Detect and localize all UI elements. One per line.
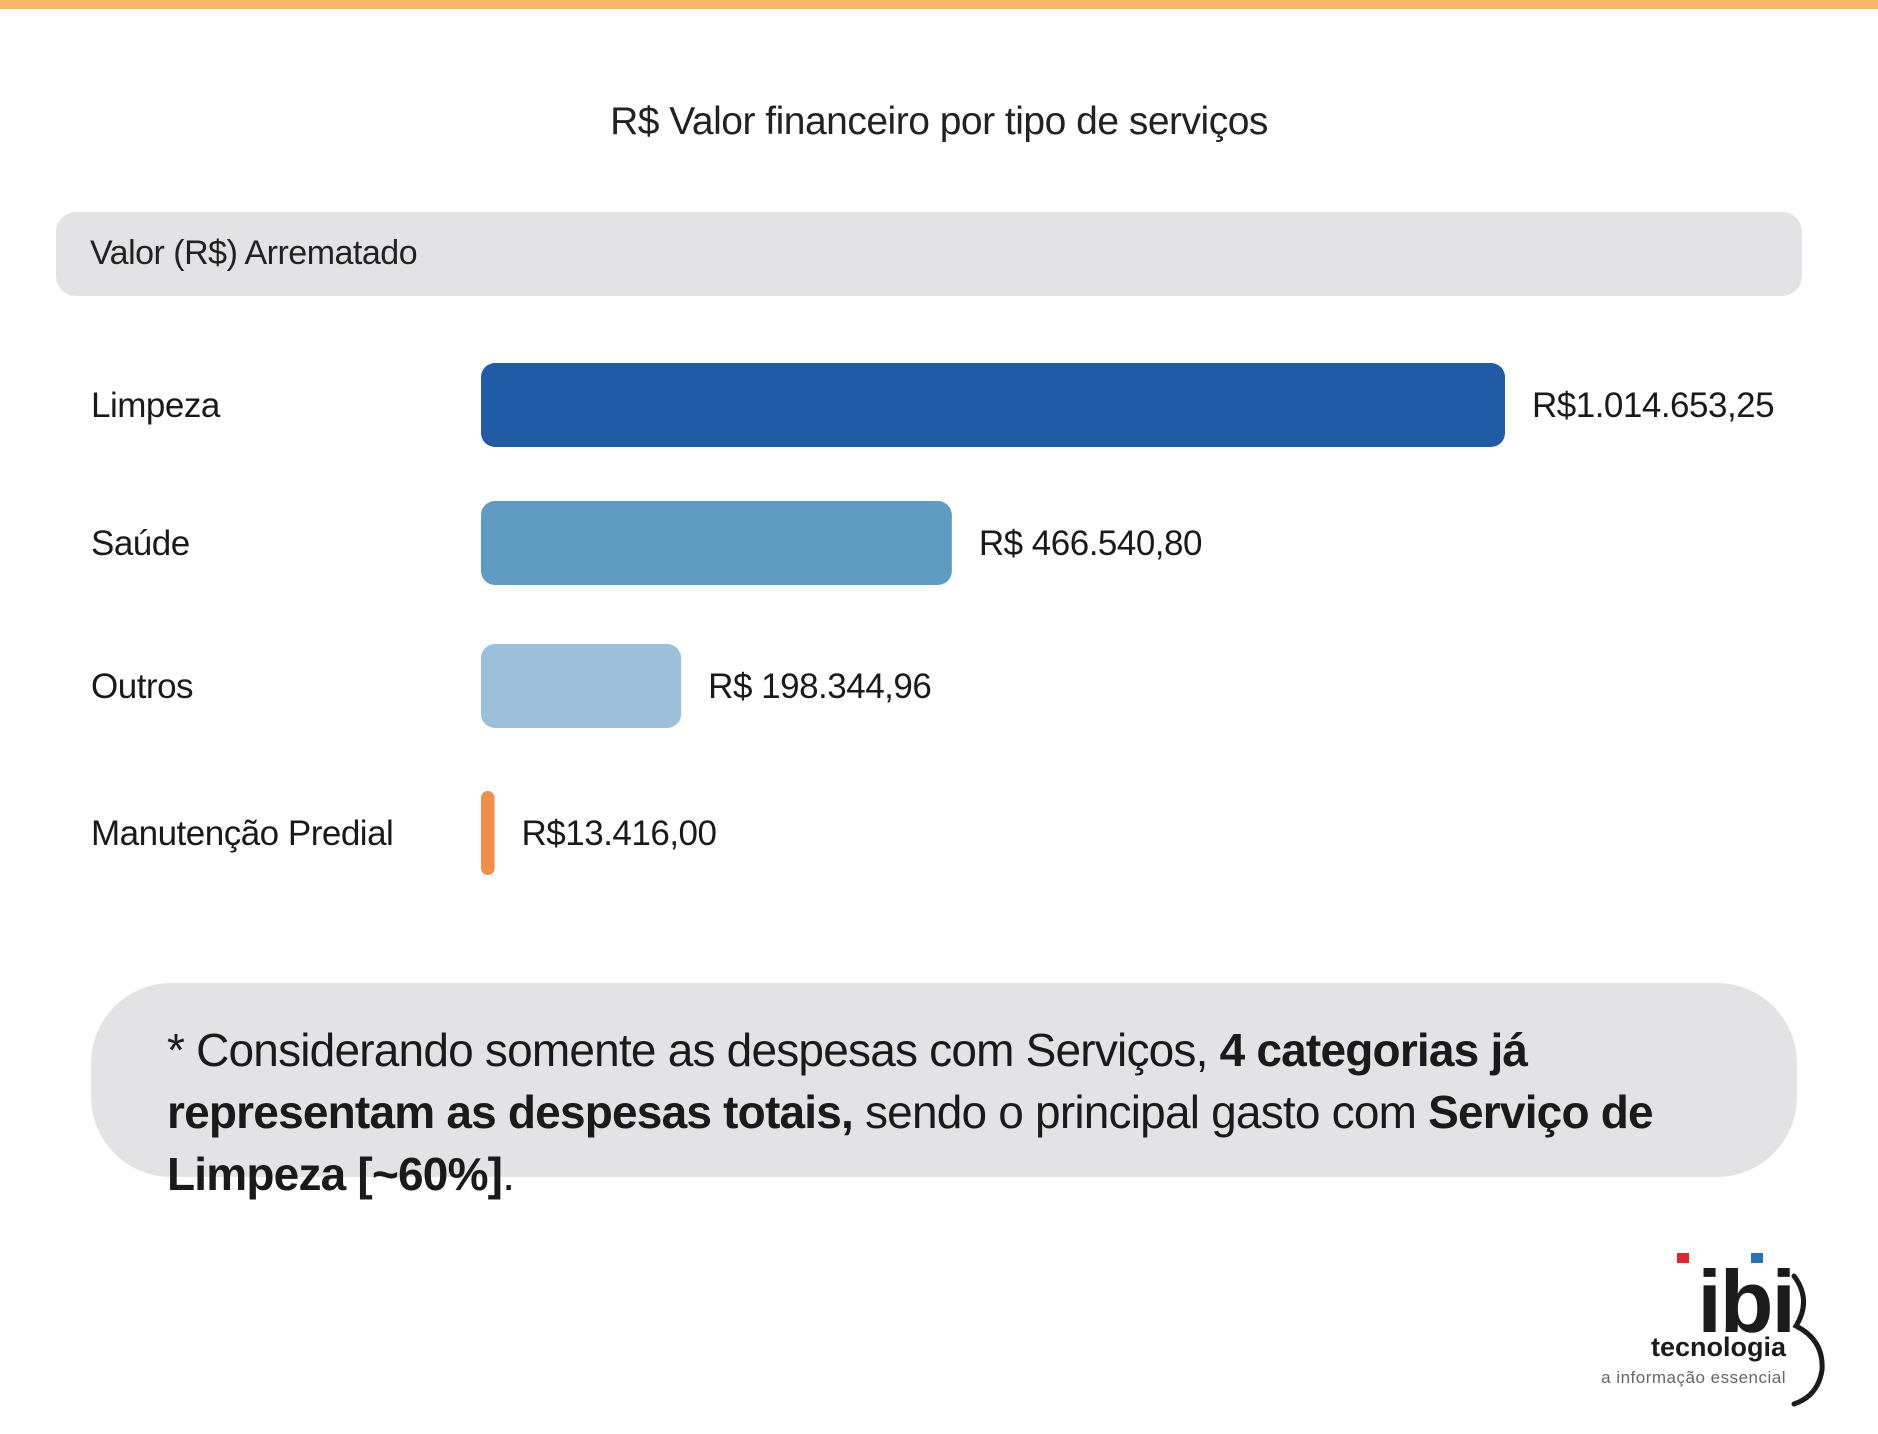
note-suffix: . — [502, 1148, 515, 1200]
bar-outros — [481, 644, 682, 728]
note-bold-2: Serviço de Limpeza [~60%] — [167, 1086, 1654, 1200]
logo-tagline: a informação essencial — [1601, 1368, 1786, 1387]
note-middle: sendo o principal gasto com — [853, 1086, 1429, 1138]
category-label-limpeza: Limpeza — [91, 386, 221, 425]
logo-brand: tecnologia — [1650, 1332, 1786, 1362]
value-label-saude: R$ 466.540,80 — [979, 524, 1202, 563]
value-label-manutencao-predial: R$13.416,00 — [522, 814, 717, 853]
note-prefix: * Considerando somente as despesas com S… — [167, 1024, 1220, 1076]
note-bold-1: 4 categorias já representam as despesas … — [167, 1024, 1528, 1138]
bar-manutencao-predial — [481, 791, 495, 875]
note-box: * Considerando somente as despesas com S… — [91, 983, 1797, 1200]
value-label-limpeza: R$1.014.653,25 — [1532, 386, 1774, 425]
legend-label: Valor (R$) Arrematado — [90, 234, 418, 272]
note-text: * Considerando somente as despesas com S… — [167, 1019, 1757, 1205]
category-label-manutencao-predial: Manutenção Predial — [91, 814, 393, 853]
legend-band: Valor (R$) Arrematado — [56, 212, 1802, 296]
category-label-saude: Saúde — [91, 524, 190, 563]
bar-limpeza — [481, 363, 1505, 447]
logo-mark: ibi — [1697, 1252, 1796, 1351]
bar-chart: Limpeza R$1.014.653,25 Saúde R$ 466.540,80 O… — [91, 363, 1775, 875]
company-logo: ibi tecnologia a informação essencial — [1570, 1240, 1830, 1410]
value-label-outros: R$ 198.344,96 — [708, 667, 931, 706]
logo-dot-red — [1677, 1253, 1689, 1263]
chart-title: R$ Valor financeiro por tipo de serviços — [610, 100, 1268, 143]
logo-dot-blue — [1751, 1253, 1763, 1263]
category-label-outros: Outros — [91, 667, 193, 706]
top-accent-rule — [0, 0, 1878, 9]
bar-saude — [481, 501, 952, 585]
logo-curve-icon — [1791, 1273, 1825, 1407]
